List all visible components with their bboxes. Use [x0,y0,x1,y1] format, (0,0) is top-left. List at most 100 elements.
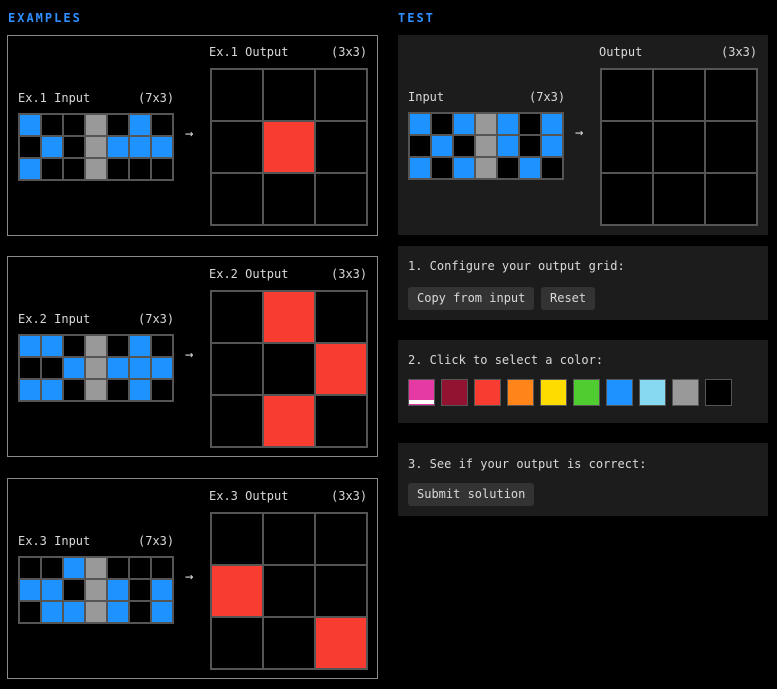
test-output-dims: (3x3) [721,45,758,59]
grid-cell [20,558,40,578]
grid-cell [152,602,172,622]
test-input-dims: (7x3) [529,90,566,104]
grid-cell [498,158,518,178]
color-swatch[interactable] [705,379,732,406]
color-picker-panel: 2. Click to select a color: [398,340,768,423]
grid-cell [20,580,40,600]
grid-cell [42,137,62,157]
grid-cell [264,122,314,172]
grid-cell[interactable] [602,122,652,172]
grid-cell [264,174,314,224]
example-input-label: Ex.1 Input [18,91,91,105]
grid-cell [316,344,366,394]
grid-cell [410,158,430,178]
color-swatch[interactable] [672,379,699,406]
grid-cell [316,292,366,342]
grid-cell [64,580,84,600]
grid-cell [130,358,150,378]
example-input-grid [18,113,174,181]
grid-cell[interactable] [706,122,756,172]
example-input-grid [18,334,174,402]
color-swatch[interactable] [441,379,468,406]
color-swatch[interactable] [573,379,600,406]
grid-cell [86,580,106,600]
grid-cell [520,136,540,156]
grid-cell [42,558,62,578]
grid-cell [130,137,150,157]
grid-cell [42,380,62,400]
color-picker-title: 2. Click to select a color: [408,353,604,367]
grid-cell [108,558,128,578]
grid-cell [108,137,128,157]
grid-cell [42,336,62,356]
test-input-grid [408,112,564,180]
test-output-grid[interactable] [600,68,758,226]
grid-cell [64,137,84,157]
grid-cell [20,602,40,622]
grid-cell [108,358,128,378]
grid-cell [316,122,366,172]
arrow-icon: → [185,347,194,363]
color-swatch[interactable] [606,379,633,406]
grid-cell [152,380,172,400]
grid-cell [264,514,314,564]
grid-cell [20,137,40,157]
example-output-dims: (3x3) [331,489,368,503]
grid-cell [264,566,314,616]
grid-cell[interactable] [654,174,704,224]
grid-cell [542,114,562,134]
grid-cell [520,114,540,134]
grid-cell [130,580,150,600]
grid-cell [410,114,430,134]
grid-cell [152,558,172,578]
grid-cell [108,159,128,179]
grid-cell [130,336,150,356]
grid-cell [20,380,40,400]
grid-cell [152,159,172,179]
grid-cell [108,380,128,400]
grid-cell [86,137,106,157]
grid-cell [64,358,84,378]
grid-cell [542,136,562,156]
grid-cell [152,115,172,135]
grid-cell [20,336,40,356]
grid-cell [64,336,84,356]
grid-cell [20,358,40,378]
reset-button[interactable]: Reset [541,287,596,310]
grid-cell [542,158,562,178]
grid-cell[interactable] [602,174,652,224]
grid-cell [264,70,314,120]
submit-panel: 3. See if your output is correct: Submit… [398,443,768,516]
grid-cell [476,158,496,178]
grid-cell[interactable] [602,70,652,120]
color-swatch[interactable] [507,379,534,406]
copy-from-input-button[interactable]: Copy from input [408,287,535,310]
grid-cell [498,114,518,134]
grid-cell [520,158,540,178]
grid-cell [86,380,106,400]
grid-cell [86,336,106,356]
grid-cell[interactable] [654,70,704,120]
submit-solution-button[interactable]: Submit solution [408,483,535,506]
configure-output-title: 1. Configure your output grid: [408,259,625,273]
grid-cell [316,396,366,446]
grid-cell [212,122,262,172]
color-swatch[interactable] [474,379,501,406]
grid-cell [86,358,106,378]
arrow-icon: → [185,569,194,585]
example-input-grid [18,556,174,624]
color-swatch[interactable] [639,379,666,406]
example-input-label: Ex.3 Input [18,534,91,548]
color-swatch[interactable] [540,379,567,406]
grid-cell[interactable] [654,122,704,172]
grid-cell [64,159,84,179]
grid-cell[interactable] [706,174,756,224]
grid-cell [212,566,262,616]
grid-cell [264,344,314,394]
grid-cell [152,580,172,600]
grid-cell [42,580,62,600]
grid-cell [108,580,128,600]
color-swatch[interactable] [408,379,435,406]
example-input-label: Ex.2 Input [18,312,91,326]
grid-cell[interactable] [706,70,756,120]
